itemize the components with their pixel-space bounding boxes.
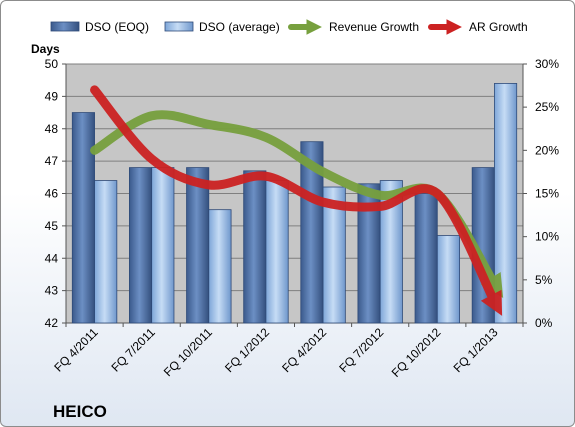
y2-tick-label: 30%	[535, 57, 559, 71]
y-tick-label: 44	[45, 251, 59, 265]
ar-growth-line	[90, 85, 503, 316]
legend-dso-eoq: DSO (EOQ)	[50, 20, 149, 34]
bar-dso-average	[94, 180, 118, 324]
y2-axis-ticks: 0% 5% 10% 15% 20% 25% 30%	[523, 57, 559, 330]
bar-dso-eoq	[414, 193, 438, 324]
bar-dso-eoq	[186, 167, 210, 324]
bar-dso-eoq	[243, 170, 267, 324]
y-tick-label: 49	[45, 89, 59, 103]
x-tick-label: FQ 7/2011	[108, 325, 158, 375]
x-tick-label: FQ 1/2013	[451, 325, 501, 375]
y-tick-label: 43	[45, 284, 59, 298]
legend-label: Revenue Growth	[329, 20, 419, 34]
legend-revenue-growth: Revenue Growth	[288, 19, 419, 35]
legend-dso-average: DSO (average)	[164, 20, 280, 34]
brand-label: HEICO	[53, 402, 107, 421]
x-tick-label: FQ 7/2012	[336, 325, 386, 375]
y2-tick-label: 25%	[535, 100, 559, 114]
x-axis-ticks: FQ 4/2011 FQ 7/2011 FQ 10/2011 FQ 1/2012 FQ …	[51, 323, 524, 380]
y-tick-label: 42	[45, 316, 59, 330]
bar-dso-average	[379, 180, 403, 324]
bar-dso-eoq	[71, 112, 95, 324]
legend-swatch	[50, 21, 80, 32]
legend: DSO (EOQ) DSO (average) Revenue Growth AR G…	[50, 19, 528, 35]
bars	[71, 83, 518, 324]
legend-label: DSO (average)	[199, 20, 280, 34]
y-tick-label: 48	[45, 122, 59, 136]
bar-dso-eoq	[129, 167, 153, 324]
bar-dso-average	[436, 235, 460, 324]
bar-dso-average	[265, 180, 289, 324]
x-tick-label: FQ 10/2012	[389, 325, 444, 380]
bar-dso-average	[494, 83, 518, 324]
x-tick-label: FQ 4/2011	[51, 325, 101, 375]
bar-dso-average	[208, 209, 232, 324]
bar-dso-average	[151, 167, 175, 324]
y-tick-label: 46	[45, 187, 59, 201]
growth-lines	[90, 85, 504, 316]
y2-tick-label: 20%	[535, 143, 559, 157]
y-axis-title: Days	[31, 42, 60, 56]
y-tick-label: 47	[45, 154, 59, 168]
y2-tick-label: 10%	[535, 230, 559, 244]
bar-dso-average	[322, 186, 346, 324]
x-tick-label: FQ 4/2012	[279, 325, 329, 375]
legend-label: DSO (EOQ)	[85, 20, 149, 34]
x-tick-label: FQ 1/2012	[222, 325, 272, 375]
y-tick-label: 50	[45, 57, 59, 71]
legend-ar-growth: AR Growth	[428, 19, 528, 35]
y-tick-label: 45	[45, 219, 59, 233]
y2-tick-label: 15%	[535, 187, 559, 201]
x-tick-label: FQ 10/2011	[161, 325, 215, 379]
legend-swatch	[164, 21, 194, 32]
y2-tick-label: 5%	[535, 273, 553, 287]
y2-tick-label: 0%	[535, 316, 553, 330]
legend-label: AR Growth	[469, 20, 528, 34]
y-axis-ticks: 42 43 44 45 46 47 48 49 50	[45, 57, 66, 330]
